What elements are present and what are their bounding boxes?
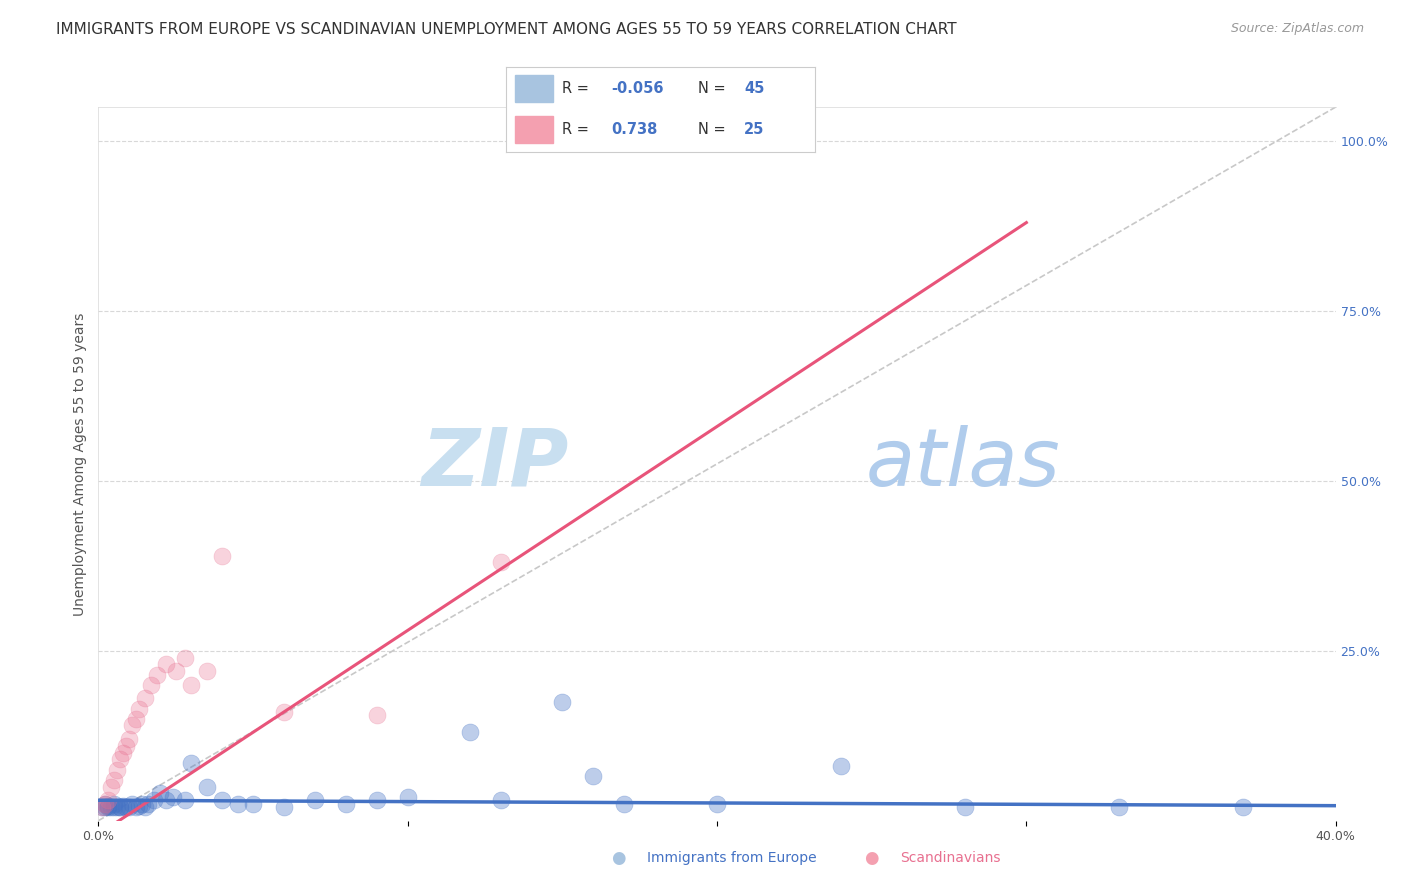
Text: N =: N =	[697, 122, 730, 137]
Point	[131, 797, 153, 811]
Point	[304, 793, 326, 807]
Point	[211, 549, 233, 563]
Point	[105, 763, 128, 777]
Point	[103, 800, 125, 814]
Bar	[516, 76, 553, 103]
Point	[1108, 800, 1130, 814]
Point	[195, 780, 218, 794]
Point	[97, 800, 120, 814]
Point	[128, 798, 150, 813]
Point	[103, 797, 125, 811]
Text: R =: R =	[562, 122, 598, 137]
Point	[396, 789, 419, 804]
Point	[93, 797, 115, 811]
Point	[108, 800, 131, 814]
Point	[112, 746, 135, 760]
Y-axis label: Unemployment Among Ages 55 to 59 years: Unemployment Among Ages 55 to 59 years	[73, 312, 87, 615]
Point	[489, 793, 512, 807]
Point	[108, 800, 131, 814]
Point	[121, 718, 143, 732]
Point	[1232, 800, 1254, 814]
Text: ●: ●	[612, 849, 626, 867]
Text: R =: R =	[562, 81, 593, 96]
Point	[134, 691, 156, 706]
Point	[458, 725, 481, 739]
Text: Scandinavians: Scandinavians	[900, 851, 1000, 865]
Point	[165, 664, 187, 678]
Point	[136, 797, 159, 811]
Point	[128, 701, 150, 715]
Point	[124, 800, 146, 814]
Text: ZIP: ZIP	[422, 425, 568, 503]
Text: Source: ZipAtlas.com: Source: ZipAtlas.com	[1230, 22, 1364, 36]
Point	[273, 800, 295, 814]
Point	[830, 759, 852, 773]
Point	[93, 800, 115, 814]
Point	[112, 798, 135, 813]
Point	[118, 732, 141, 747]
Point	[90, 800, 112, 814]
Point	[366, 708, 388, 723]
Point	[108, 752, 131, 766]
Point	[115, 800, 138, 814]
Point	[90, 800, 112, 814]
Point	[195, 664, 218, 678]
Point	[97, 798, 120, 813]
Text: atlas: atlas	[866, 425, 1060, 503]
Point	[93, 797, 115, 811]
Point	[143, 793, 166, 807]
Point	[211, 793, 233, 807]
Point	[162, 789, 184, 804]
Point	[366, 793, 388, 807]
Text: -0.056: -0.056	[612, 81, 664, 96]
Point	[118, 800, 141, 814]
Text: 0.738: 0.738	[612, 122, 658, 137]
Point	[100, 780, 122, 794]
Point	[134, 800, 156, 814]
Point	[953, 800, 976, 814]
Point	[706, 797, 728, 811]
Point	[174, 650, 197, 665]
Text: N =: N =	[697, 81, 730, 96]
Point	[146, 667, 169, 681]
Point	[155, 793, 177, 807]
Point	[155, 657, 177, 672]
Point	[180, 678, 202, 692]
Point	[149, 787, 172, 801]
Point	[582, 769, 605, 783]
Point	[121, 797, 143, 811]
Point	[103, 772, 125, 787]
Point	[115, 739, 138, 753]
Point	[100, 800, 122, 814]
Point	[242, 797, 264, 811]
Point	[105, 800, 128, 814]
Text: 25: 25	[744, 122, 765, 137]
Point	[124, 712, 146, 726]
Point	[335, 797, 357, 811]
Point	[139, 678, 162, 692]
Point	[226, 797, 249, 811]
Point	[97, 793, 120, 807]
Point	[180, 756, 202, 770]
Point	[551, 695, 574, 709]
Text: Immigrants from Europe: Immigrants from Europe	[647, 851, 817, 865]
Text: 45: 45	[744, 81, 765, 96]
Point	[489, 555, 512, 569]
Text: IMMIGRANTS FROM EUROPE VS SCANDINAVIAN UNEMPLOYMENT AMONG AGES 55 TO 59 YEARS CO: IMMIGRANTS FROM EUROPE VS SCANDINAVIAN U…	[56, 22, 957, 37]
Bar	[516, 116, 553, 143]
Text: ●: ●	[865, 849, 879, 867]
Point	[174, 793, 197, 807]
Point	[613, 797, 636, 811]
Point	[273, 705, 295, 719]
